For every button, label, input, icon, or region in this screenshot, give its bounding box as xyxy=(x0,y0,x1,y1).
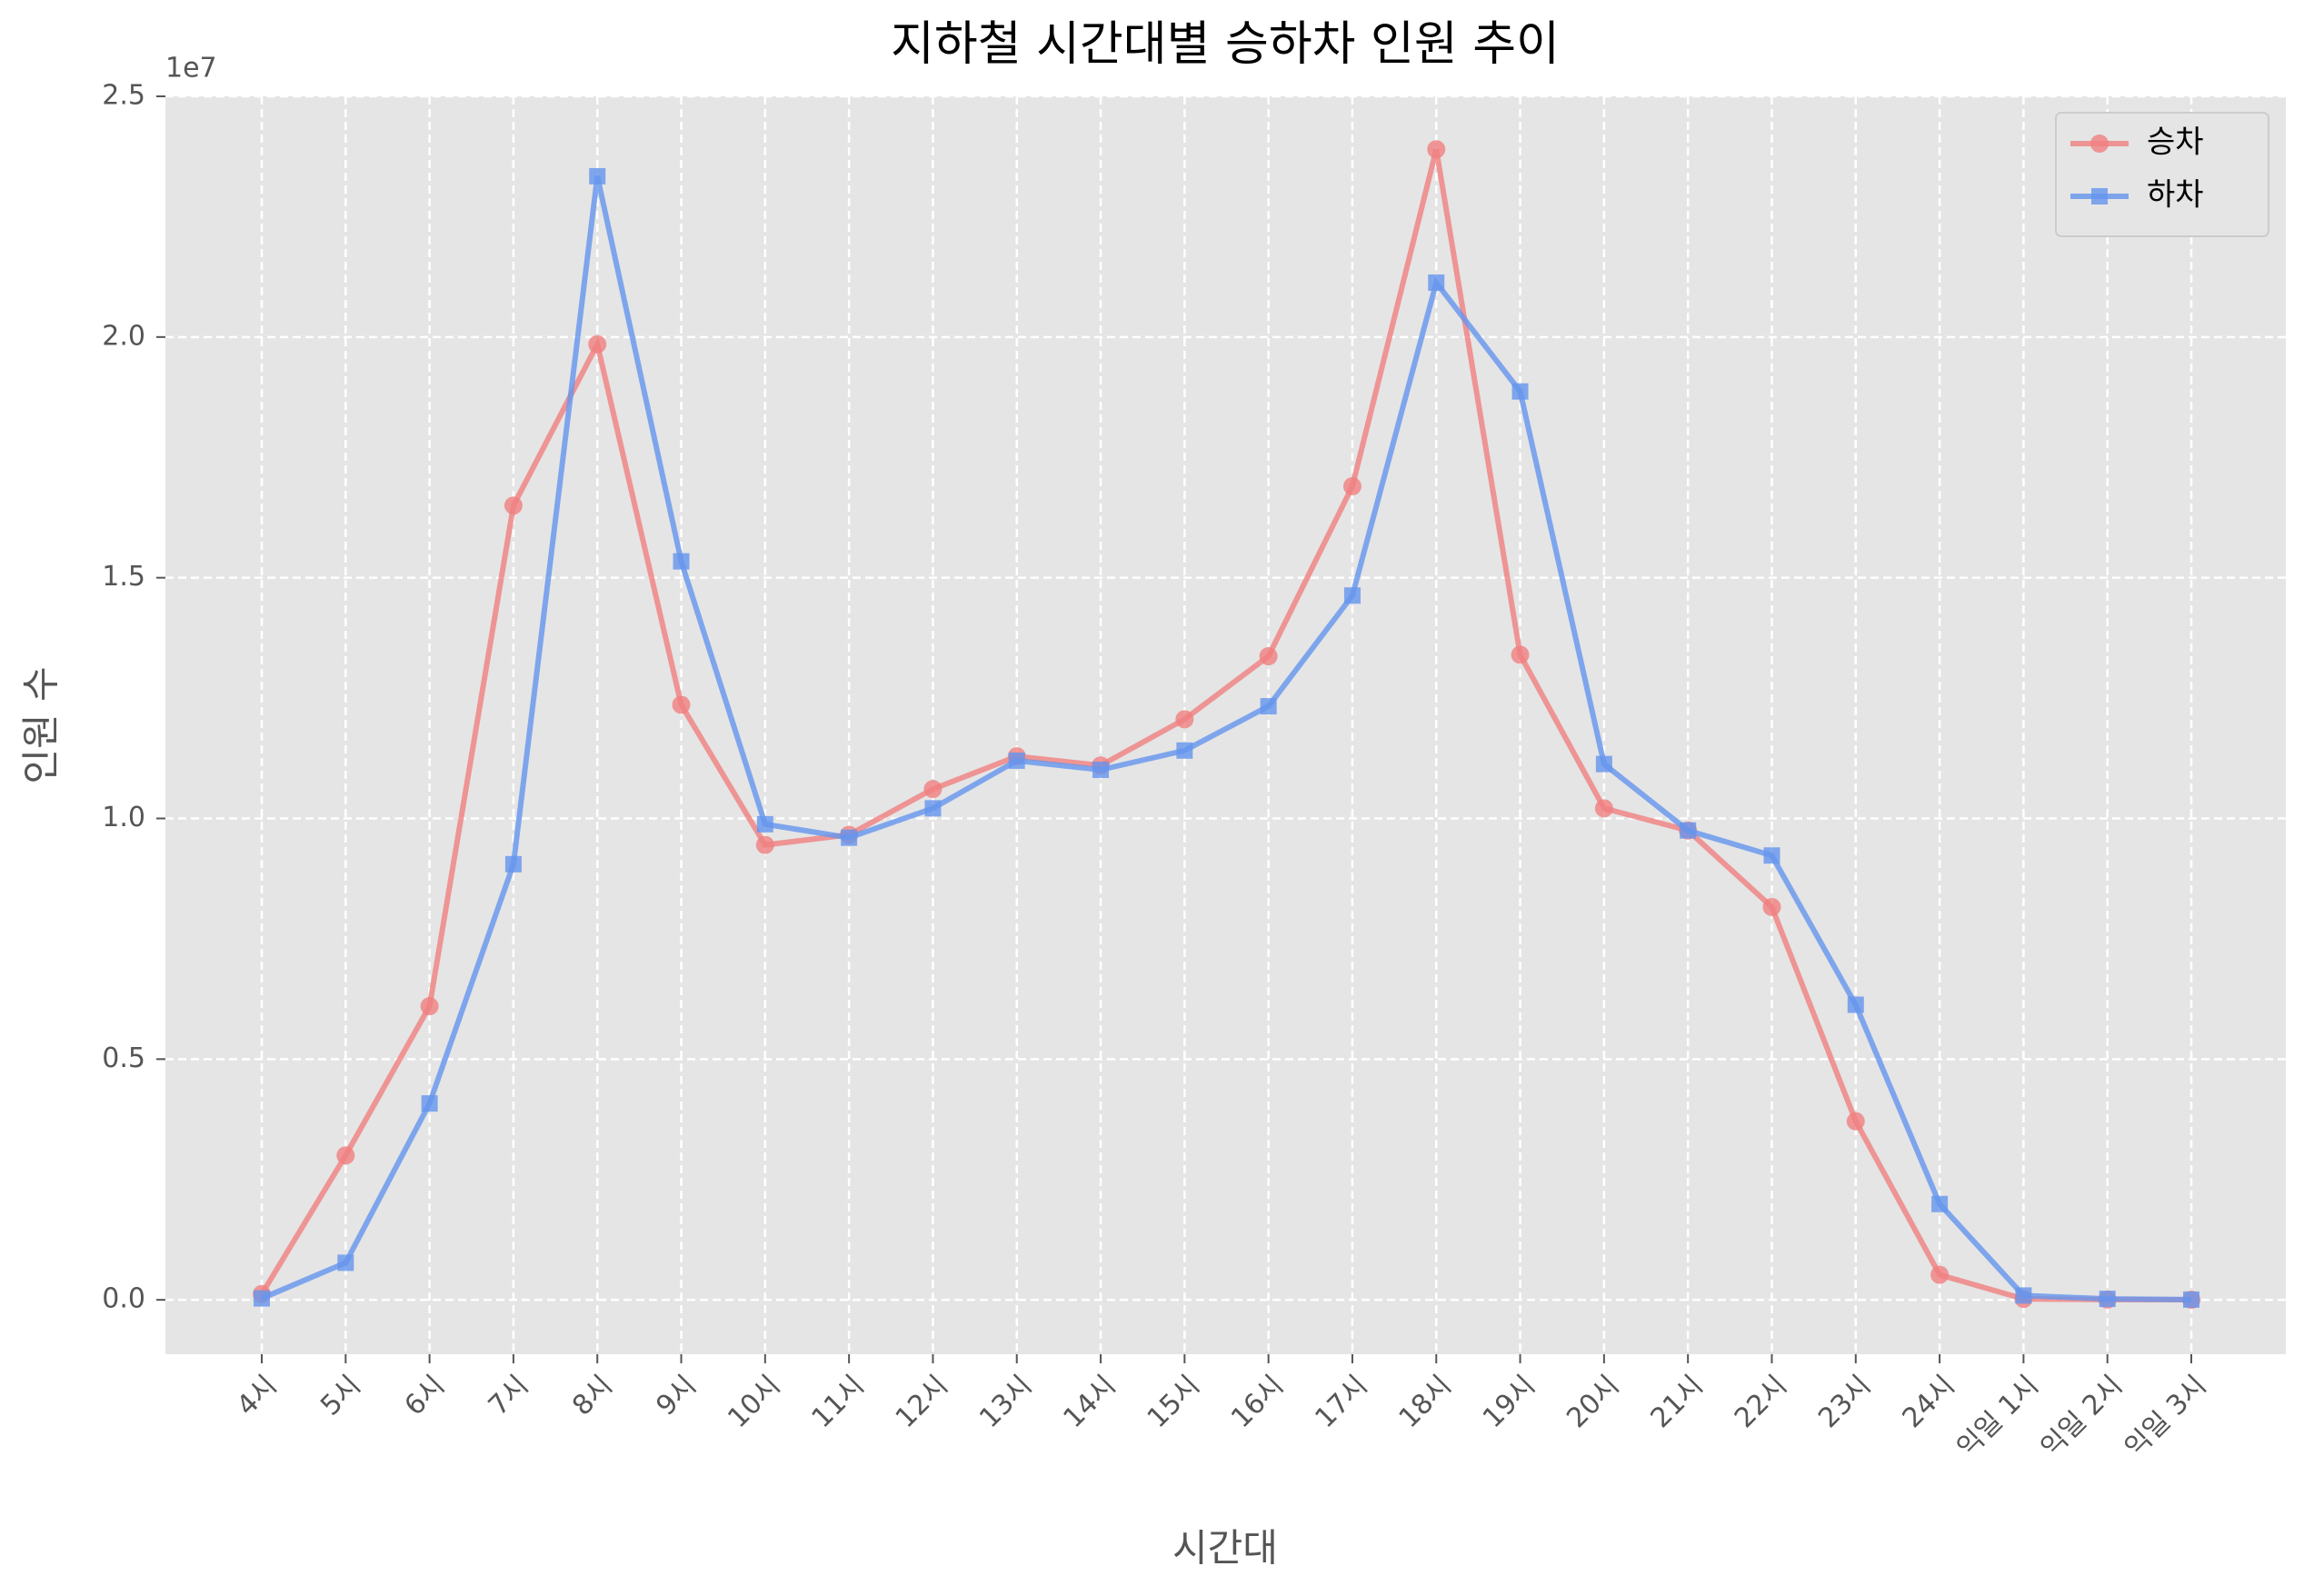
marker xyxy=(756,815,773,833)
marker xyxy=(1511,645,1530,664)
y-tick-label: 1.0 xyxy=(102,802,145,833)
marker xyxy=(1092,761,1110,778)
x-tick-label: 19시 xyxy=(1477,1370,1541,1434)
x-tick-label: 7시 xyxy=(483,1370,535,1422)
x-tick-label: 13시 xyxy=(973,1370,1038,1434)
series-line xyxy=(260,175,2192,1302)
marker xyxy=(672,695,691,714)
plot-area xyxy=(165,96,2286,1354)
x-tick-label: 4시 xyxy=(231,1370,284,1422)
series-line xyxy=(259,148,2192,1303)
x-tick-label: 12시 xyxy=(890,1370,954,1434)
marker xyxy=(1595,755,1612,773)
x-tick-label: 24시 xyxy=(1896,1370,1960,1434)
legend-label: 하차 xyxy=(2147,177,2204,214)
x-tick-label: 익일 3시 xyxy=(2119,1370,2213,1464)
marker xyxy=(1931,1195,1949,1212)
marker xyxy=(755,835,774,854)
marker xyxy=(336,1146,355,1165)
x-tick-label: 14시 xyxy=(1057,1370,1122,1434)
marker xyxy=(504,855,522,873)
marker xyxy=(1176,742,1193,759)
marker xyxy=(504,496,523,515)
marker xyxy=(589,167,606,185)
marker xyxy=(1680,822,1697,839)
marker xyxy=(2015,1287,2032,1304)
x-tick-label: 18시 xyxy=(1393,1370,1458,1434)
marker xyxy=(254,1290,270,1307)
x-tick-label: 23시 xyxy=(1812,1370,1877,1434)
x-axis-label: 시간대 xyxy=(1172,1526,1278,1571)
marker xyxy=(588,334,607,354)
legend-label: 승차 xyxy=(2147,125,2204,161)
marker xyxy=(2183,1291,2199,1308)
marks xyxy=(253,140,2200,1310)
marker xyxy=(1427,140,1446,159)
x-tick-label: 10시 xyxy=(722,1370,786,1434)
y-tick-label: 2.5 xyxy=(102,80,145,112)
x-tick-label: 11시 xyxy=(806,1370,871,1434)
marker xyxy=(1175,710,1194,729)
marker xyxy=(2091,188,2108,204)
x-tick-label: 8시 xyxy=(566,1370,619,1422)
marker xyxy=(924,800,942,817)
marker xyxy=(673,553,690,570)
x-tick-label: 6시 xyxy=(399,1370,452,1422)
marker xyxy=(1428,274,1445,291)
x-tick-label: 21시 xyxy=(1645,1370,1710,1434)
marker xyxy=(841,829,858,846)
marker xyxy=(1259,646,1278,665)
marker xyxy=(2090,135,2109,153)
marker xyxy=(421,1095,438,1112)
y-axis-label: 인원 수 xyxy=(19,666,64,783)
marker xyxy=(420,997,439,1016)
marker xyxy=(1847,996,1864,1013)
marker xyxy=(1594,799,1613,818)
marker xyxy=(1763,847,1780,864)
x-tick-label: 22시 xyxy=(1729,1370,1793,1434)
x-tick-label: 17시 xyxy=(1309,1370,1373,1434)
marker xyxy=(1846,1112,1865,1131)
x-tick-label: 익일 1시 xyxy=(1951,1370,2046,1464)
marker xyxy=(1008,752,1025,769)
marker xyxy=(1260,698,1277,715)
marker xyxy=(1343,587,1361,604)
marker xyxy=(337,1254,354,1272)
x-tick-label: 익일 2시 xyxy=(2035,1370,2129,1464)
x-tick-label: 16시 xyxy=(1225,1370,1290,1434)
x-tick-label: 5시 xyxy=(314,1370,367,1422)
marker xyxy=(1930,1265,1950,1284)
marker xyxy=(923,780,943,799)
marker xyxy=(1762,897,1781,916)
chart-title: 지하철 시간대별 승하차 인원 추이 xyxy=(891,17,1560,72)
y-tick-label: 2.0 xyxy=(102,320,145,352)
marker xyxy=(1342,477,1361,496)
x-tick-label: 20시 xyxy=(1561,1370,1625,1434)
y-tick-label: 1.5 xyxy=(102,561,145,593)
x-tick-label: 9시 xyxy=(650,1370,703,1422)
y-offset-label: 1e7 xyxy=(165,53,217,85)
marker xyxy=(2099,1291,2116,1308)
x-tick-label: 15시 xyxy=(1142,1370,1206,1434)
y-tick-label: 0.5 xyxy=(102,1042,145,1074)
y-tick-label: 0.0 xyxy=(102,1283,145,1315)
marker xyxy=(1511,383,1529,400)
